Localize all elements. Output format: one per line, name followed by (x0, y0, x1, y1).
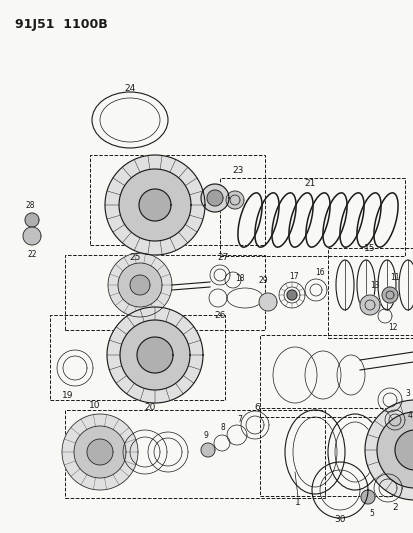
Text: 29: 29 (258, 276, 267, 285)
Text: 4: 4 (406, 410, 411, 419)
Polygon shape (139, 189, 171, 221)
Text: 26: 26 (214, 311, 225, 319)
Polygon shape (87, 439, 113, 465)
Polygon shape (62, 414, 138, 490)
Polygon shape (137, 337, 173, 373)
Polygon shape (118, 263, 161, 307)
Bar (65, 410, 324, 498)
Polygon shape (206, 190, 223, 206)
Polygon shape (381, 287, 397, 303)
Text: 20: 20 (144, 403, 155, 413)
Polygon shape (360, 490, 374, 504)
Polygon shape (364, 400, 413, 500)
Polygon shape (25, 213, 39, 227)
Text: 6: 6 (254, 402, 259, 411)
Text: 2: 2 (391, 504, 397, 513)
Bar (90, 155, 264, 245)
Text: 16: 16 (314, 268, 324, 277)
Text: 12: 12 (387, 324, 397, 333)
Text: 1: 1 (294, 498, 300, 507)
Polygon shape (119, 169, 190, 241)
Text: 22: 22 (27, 249, 37, 259)
Polygon shape (201, 184, 228, 212)
Bar (65, 255, 264, 330)
Polygon shape (201, 443, 214, 457)
Text: 15: 15 (363, 244, 375, 253)
Text: 21: 21 (304, 179, 315, 188)
Polygon shape (130, 275, 150, 295)
Text: 24: 24 (124, 84, 135, 93)
Text: 11: 11 (389, 272, 399, 281)
Text: 8: 8 (220, 424, 225, 432)
Bar (327, 248, 413, 338)
Text: 91J51  1100B: 91J51 1100B (15, 18, 107, 31)
Text: 30: 30 (333, 515, 345, 524)
Text: 10: 10 (89, 400, 100, 409)
Polygon shape (74, 426, 126, 478)
Text: 19: 19 (62, 392, 74, 400)
Bar (219, 178, 404, 256)
Polygon shape (225, 191, 243, 209)
Polygon shape (359, 295, 379, 315)
Text: 5: 5 (369, 508, 373, 518)
Polygon shape (108, 253, 171, 317)
Bar (259, 408, 413, 496)
Text: 28: 28 (25, 200, 35, 209)
Text: 25: 25 (129, 253, 140, 262)
Text: 27: 27 (217, 253, 228, 262)
Bar (259, 335, 413, 417)
Text: 17: 17 (289, 271, 298, 280)
Text: 7: 7 (237, 416, 242, 424)
Polygon shape (105, 155, 204, 255)
Text: 23: 23 (232, 166, 243, 174)
Text: 18: 18 (235, 273, 244, 282)
Text: 3: 3 (405, 389, 409, 398)
Polygon shape (376, 412, 413, 488)
Polygon shape (23, 227, 41, 245)
Polygon shape (107, 307, 202, 403)
Polygon shape (394, 430, 413, 470)
Bar (50, 315, 224, 400)
Polygon shape (120, 320, 190, 390)
Polygon shape (286, 290, 296, 300)
Text: 9: 9 (203, 431, 208, 440)
Polygon shape (259, 293, 276, 311)
Text: 13: 13 (369, 280, 379, 289)
